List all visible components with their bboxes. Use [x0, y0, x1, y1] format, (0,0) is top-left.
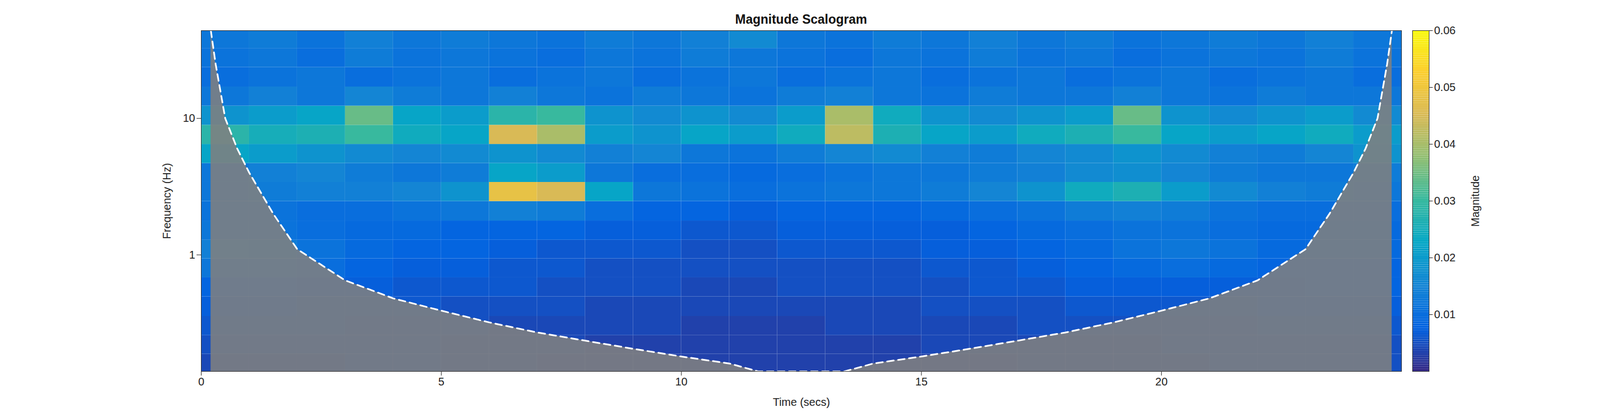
svg-text:0.02: 0.02	[1434, 251, 1456, 264]
svg-text:Magnitude: Magnitude	[1469, 175, 1482, 227]
svg-text:0.03: 0.03	[1434, 194, 1456, 208]
svg-text:0: 0	[198, 375, 205, 389]
svg-text:0.01: 0.01	[1434, 308, 1456, 321]
svg-text:0.05: 0.05	[1434, 81, 1456, 94]
svg-text:20: 20	[1155, 375, 1168, 389]
svg-text:10: 10	[675, 375, 688, 389]
svg-text:0.04: 0.04	[1434, 138, 1456, 151]
html-text:Magnitude Scalogram: Magnitude Scalogram	[735, 12, 868, 27]
svg-text:15: 15	[915, 375, 928, 389]
svg-text:Time (secs): Time (secs)	[772, 396, 831, 409]
svg-text:0.06: 0.06	[1434, 24, 1456, 37]
svg-text:1: 1	[188, 248, 195, 262]
svg-text:5: 5	[438, 375, 445, 389]
svg-text:Frequency (Hz): Frequency (Hz)	[160, 163, 173, 240]
svg-text:10: 10	[182, 112, 195, 125]
